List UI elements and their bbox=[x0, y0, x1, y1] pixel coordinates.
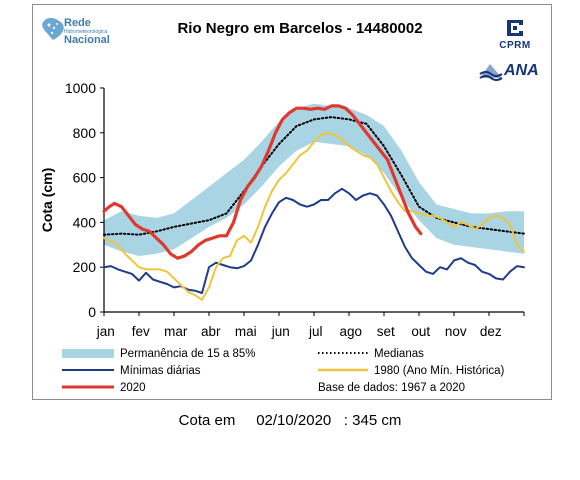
ana-label: ANA bbox=[504, 62, 539, 79]
x-tick-label-out: out bbox=[411, 324, 430, 339]
legend-base-de-dados: Base de dados: 1967 a 2020 bbox=[318, 382, 465, 394]
x-tick-label-dez: dez bbox=[480, 324, 502, 339]
cprm-logo: CPRM bbox=[486, 18, 544, 56]
y-tick-label: 600 bbox=[73, 170, 97, 186]
chart-title: Rio Negro em Barcelos - 14480002 bbox=[177, 20, 422, 37]
rede-line1: Rede bbox=[64, 17, 91, 29]
legend-swatch-band bbox=[62, 349, 114, 358]
year-1980-line bbox=[103, 131, 525, 301]
y-tick-label: 0 bbox=[88, 304, 96, 320]
legend-label-2020: 2020 bbox=[120, 382, 146, 394]
y-axis-label: Cota (cm) bbox=[39, 168, 55, 233]
x-tick-label-jan: jan bbox=[96, 324, 115, 339]
rede-line2: Hidrometeorológica bbox=[64, 29, 108, 35]
footer-date: 02/10/2020 bbox=[256, 412, 332, 429]
y-tick-label: 800 bbox=[73, 125, 97, 141]
ana-wave-icon bbox=[479, 64, 503, 81]
medianas-line bbox=[103, 116, 525, 236]
minimas-line bbox=[103, 187, 525, 294]
x-tick-label-jun: jun bbox=[271, 324, 290, 339]
y-tick-label: 1000 bbox=[65, 80, 96, 96]
footer-readout: Cota em 02/10/2020 : 345 cm bbox=[0, 412, 580, 429]
y-tick-label: 200 bbox=[73, 259, 97, 275]
footer-label: Cota em bbox=[178, 412, 236, 429]
x-tick-label-fev: fev bbox=[132, 324, 150, 339]
chart-frame bbox=[32, 4, 552, 400]
permanence-band bbox=[104, 103, 524, 256]
legend-label-1980: 1980 (Ano Mín. Histórica) bbox=[374, 365, 505, 377]
x-tick-label-ago: ago bbox=[339, 324, 362, 339]
cprm-emblem-icon bbox=[507, 20, 523, 36]
legend-label-minimas: Mínimas diárias bbox=[120, 365, 201, 377]
x-tick-label-mai: mai bbox=[235, 324, 257, 339]
x-tick-label-jul: jul bbox=[308, 324, 323, 339]
y-tick-label: 400 bbox=[73, 214, 97, 230]
year-2020-line bbox=[102, 104, 423, 260]
legend-label-band: Permanência de 15 a 85% bbox=[120, 348, 256, 360]
rede-line3: Nacional bbox=[64, 34, 110, 46]
brazil-map-icon bbox=[42, 17, 64, 40]
x-tick-label-mar: mar bbox=[164, 324, 188, 339]
x-tick-label-nov: nov bbox=[445, 324, 467, 339]
cprm-label: CPRM bbox=[499, 40, 531, 51]
rede-logo bbox=[40, 12, 120, 62]
footer-value: : 345 cm bbox=[343, 412, 402, 429]
x-tick-label-abr: abr bbox=[201, 324, 221, 339]
rede-logo-text: Rede Hidrometeorológica Nacional bbox=[64, 18, 110, 46]
x-tick-label-set: set bbox=[377, 324, 395, 339]
legend-label-medianas: Medianas bbox=[374, 348, 424, 360]
ana-logo: ANA bbox=[478, 60, 548, 84]
